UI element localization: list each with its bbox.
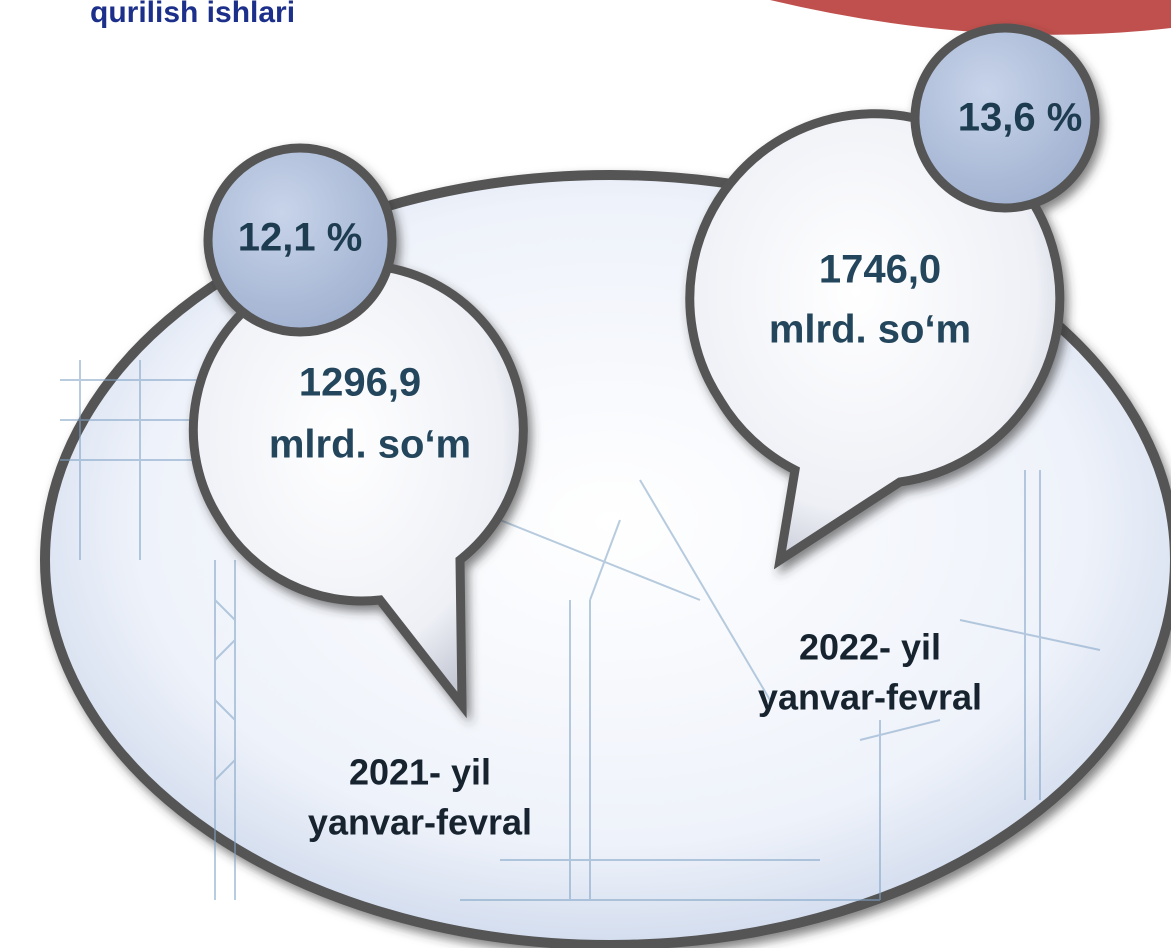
year: 2021- yil — [349, 752, 491, 793]
title: qurilish ishlari — [90, 0, 295, 29]
corner-shape — [770, 0, 1171, 35]
value: 1296,9 — [299, 361, 421, 405]
unit: mlrd. so‘m — [769, 308, 971, 352]
callout-2022 — [685, 23, 1100, 570]
period: yanvar-fevral — [308, 802, 532, 843]
percent: 12,1 % — [238, 216, 363, 260]
period: yanvar-fevral — [758, 677, 982, 718]
year: 2022- yil — [799, 627, 941, 668]
callout-2021 — [188, 143, 528, 719]
percent: 13,6 % — [958, 96, 1083, 140]
unit: mlrd. so‘m — [269, 423, 471, 467]
crane-drawing — [60, 360, 1101, 901]
value: 1746,0 — [819, 248, 941, 292]
